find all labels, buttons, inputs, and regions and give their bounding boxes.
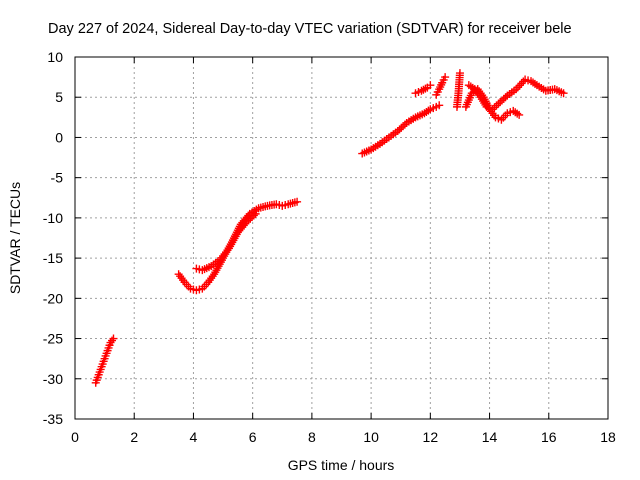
- x-tick-label: 0: [71, 429, 79, 445]
- data-point: [435, 101, 444, 110]
- grid-layer: [75, 57, 608, 419]
- y-tick-label: -20: [43, 290, 63, 306]
- ticks-layer: 0 2 4 6 8 10 12 14 16 18 10 5 0 -5 -10 -15 -20 -25 -30 -35: [43, 49, 616, 445]
- marks-layer: [91, 69, 568, 387]
- data-point: [517, 79, 526, 88]
- data-point: [249, 211, 258, 220]
- x-axis-label: GPS time / hours: [288, 457, 395, 473]
- data-point: [519, 77, 528, 86]
- y-tick-label: 10: [47, 49, 63, 65]
- x-tick-label: 4: [190, 429, 198, 445]
- x-tick-label: 8: [308, 429, 316, 445]
- x-tick-label: 6: [249, 429, 257, 445]
- data-point: [481, 100, 490, 109]
- data-point: [441, 73, 450, 82]
- data-point: [426, 81, 435, 90]
- x-tick-label: 12: [423, 429, 439, 445]
- y-tick-label: -10: [43, 210, 63, 226]
- data-point: [515, 81, 524, 90]
- x-tick-label: 18: [600, 429, 616, 445]
- y-tick-label: -30: [43, 371, 63, 387]
- data-point: [512, 85, 521, 94]
- y-axis-label: SDTVAR / TECUs: [7, 182, 23, 294]
- data-point: [109, 334, 118, 343]
- plot-frame: [74, 56, 609, 420]
- x-tick-label: 2: [130, 429, 138, 445]
- data-point: [515, 110, 524, 119]
- y-tick-label: 5: [55, 89, 63, 105]
- data-point: [251, 209, 260, 218]
- data-point: [293, 197, 302, 206]
- y-tick-label: -15: [43, 250, 63, 266]
- chart-title: Day 227 of 2024, Sidereal Day-to-day VTE…: [48, 21, 572, 37]
- x-tick-label: 16: [541, 429, 557, 445]
- data-point: [559, 89, 568, 98]
- y-tick-label: -35: [43, 411, 63, 427]
- x-tick-label: 14: [482, 429, 498, 445]
- y-tick-label: -25: [43, 331, 63, 347]
- data-point: [455, 69, 464, 78]
- y-tick-label: -5: [51, 170, 64, 186]
- x-tick-label: 10: [363, 429, 379, 445]
- data-point: [513, 83, 522, 92]
- y-tick-label: 0: [55, 129, 63, 145]
